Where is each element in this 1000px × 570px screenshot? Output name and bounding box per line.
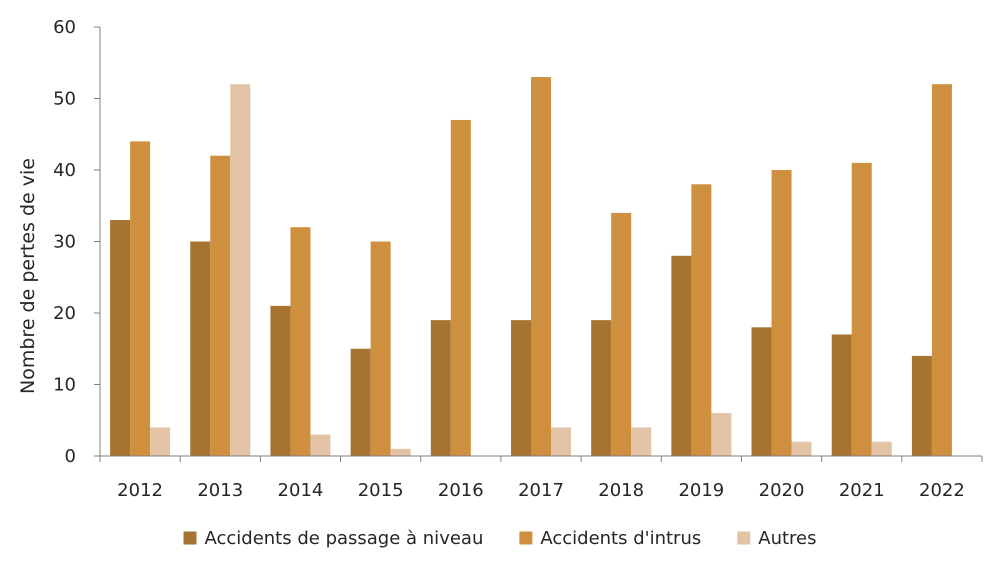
bar-2018-series-3 xyxy=(631,427,652,456)
bar-2017-series-2 xyxy=(531,77,551,457)
bar-2020-series-1 xyxy=(751,327,772,456)
legend-label: Autres xyxy=(758,528,816,549)
x-tick-label: 2021 xyxy=(839,480,885,501)
bar-2022-series-1 xyxy=(911,355,932,456)
bar-2014-series-3 xyxy=(310,434,331,456)
bar-2021-series-2 xyxy=(851,162,872,456)
bar-2022-series-2 xyxy=(931,84,952,456)
y-tick-label: 30 xyxy=(53,232,76,253)
x-tick-label: 2020 xyxy=(759,480,805,501)
y-tick-label: 40 xyxy=(53,160,76,181)
y-tick-label: 60 xyxy=(53,17,76,38)
bar-2020-series-3 xyxy=(791,441,812,456)
x-tick-label: 2014 xyxy=(278,480,324,501)
bars-layer xyxy=(110,77,952,457)
bar-2017-series-3 xyxy=(551,427,571,456)
legend-label: Accidents de passage à niveau xyxy=(204,528,483,549)
y-tick-label: 20 xyxy=(53,303,76,324)
bar-2015-series-3 xyxy=(390,448,411,456)
x-tick-label: 2016 xyxy=(438,480,484,501)
bar-2016-series-1 xyxy=(430,320,451,456)
legend-item-2: Accidents d'intrus xyxy=(519,528,701,549)
y-tick-label: 50 xyxy=(53,89,76,110)
x-tick-label: 2017 xyxy=(518,480,564,501)
y-tick-label: 0 xyxy=(65,446,76,467)
bar-2016-series-2 xyxy=(450,119,471,456)
bar-2019-series-2 xyxy=(691,184,712,457)
bar-2013-series-2 xyxy=(210,155,231,456)
legend-swatch xyxy=(737,531,751,545)
legend-item-1: Accidents de passage à niveau xyxy=(183,528,483,549)
legend-swatch xyxy=(519,531,533,545)
x-tick-label: 2018 xyxy=(598,480,644,501)
bar-2012-series-2 xyxy=(130,141,151,456)
bar-2013-series-1 xyxy=(190,241,211,456)
x-tick-label: 2022 xyxy=(919,480,965,501)
legend: Accidents de passage à niveau Accidents d… xyxy=(183,528,817,549)
bar-2017-series-1 xyxy=(511,320,531,456)
bar-2019-series-1 xyxy=(671,255,692,456)
bar-2012-series-3 xyxy=(150,427,171,456)
labels-layer: 0 10 20 30 40 50 60 2012 2013 2014 2015 2016 2017 201… xyxy=(53,17,965,501)
bar-2015-series-2 xyxy=(370,241,391,456)
x-tick-label: 2019 xyxy=(678,480,724,501)
y-tick-label: 10 xyxy=(53,375,76,396)
bar-2014-series-2 xyxy=(290,227,311,456)
x-tick-label: 2015 xyxy=(358,480,404,501)
legend-label: Accidents d'intrus xyxy=(540,528,701,549)
bar-2019-series-3 xyxy=(711,413,732,456)
bar-2021-series-1 xyxy=(831,334,852,456)
y-axis-title: Nombre de pertes de vie xyxy=(17,158,39,394)
bar-2021-series-3 xyxy=(871,441,892,456)
legend-item-3: Autres xyxy=(737,528,817,549)
bar-2018-series-1 xyxy=(591,320,612,456)
bar-2012-series-1 xyxy=(110,220,131,456)
x-tick-label: 2013 xyxy=(197,480,243,501)
bar-2015-series-1 xyxy=(350,348,371,456)
legend-swatch xyxy=(183,531,197,545)
bar-2020-series-2 xyxy=(771,170,792,456)
bar-2018-series-2 xyxy=(611,212,632,456)
bar-2014-series-1 xyxy=(270,305,291,456)
bar-2013-series-3 xyxy=(230,84,251,456)
x-tick-label: 2012 xyxy=(117,480,163,501)
axes-layer xyxy=(94,26,983,462)
